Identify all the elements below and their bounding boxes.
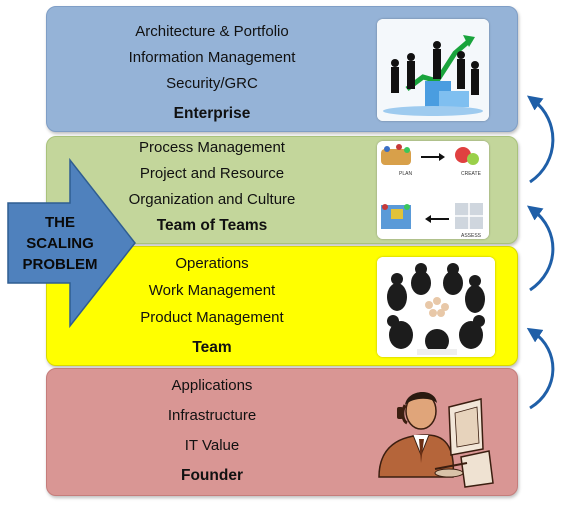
curved-up-arrow-icon [526, 95, 555, 184]
plan-create-assess-cycle-icon: PLAN CREATE ASSESS [377, 141, 489, 239]
layer-title: Team of Teams [156, 217, 268, 234]
layer-founder: Applications Infrastructure IT Value Fou… [46, 368, 518, 496]
curved-up-arrow-icon [526, 327, 555, 410]
layer-item: Work Management [148, 282, 276, 299]
layer-item: Process Management [139, 139, 285, 156]
layer-item: Operations [175, 255, 249, 272]
image-label-assess: ASSESS [461, 233, 482, 239]
layer-item: Security/GRC [166, 75, 258, 92]
developer-at-computer-icon [369, 377, 499, 489]
layer-team: Operations Work Management Product Manag… [46, 246, 518, 366]
arrow-label-line: THE [45, 214, 75, 231]
layer-enterprise: Architecture & Portfolio Information Man… [46, 6, 518, 132]
layer-item: Project and Resource [139, 165, 285, 182]
arrow-label-line: SCALING [26, 235, 94, 252]
arrow-label-line: PROBLEM [22, 256, 98, 273]
scaling-problem-label: THE SCALING PROBLEM [8, 212, 112, 275]
layer-team-of-teams: Process Management Project and Resource … [46, 136, 518, 244]
layer-item: Architecture & Portfolio [135, 23, 289, 40]
curved-up-arrow-icon [526, 205, 555, 292]
image-label-create: CREATE [461, 171, 482, 177]
business-people-growth-chart-icon [377, 19, 489, 121]
team-huddle-icon [377, 257, 495, 357]
layer-item: Organization and Culture [128, 191, 296, 208]
layer-title: Founder [181, 467, 243, 484]
layer-item: Infrastructure [167, 407, 257, 424]
layer-title: Team [192, 339, 232, 356]
image-label-plan: PLAN [399, 171, 412, 177]
layer-title: Enterprise [173, 105, 251, 122]
layer-item: Product Management [140, 309, 284, 326]
layer-item: Information Management [128, 49, 296, 66]
layer-item: IT Value [184, 437, 240, 454]
layer-item: Applications [171, 377, 253, 394]
